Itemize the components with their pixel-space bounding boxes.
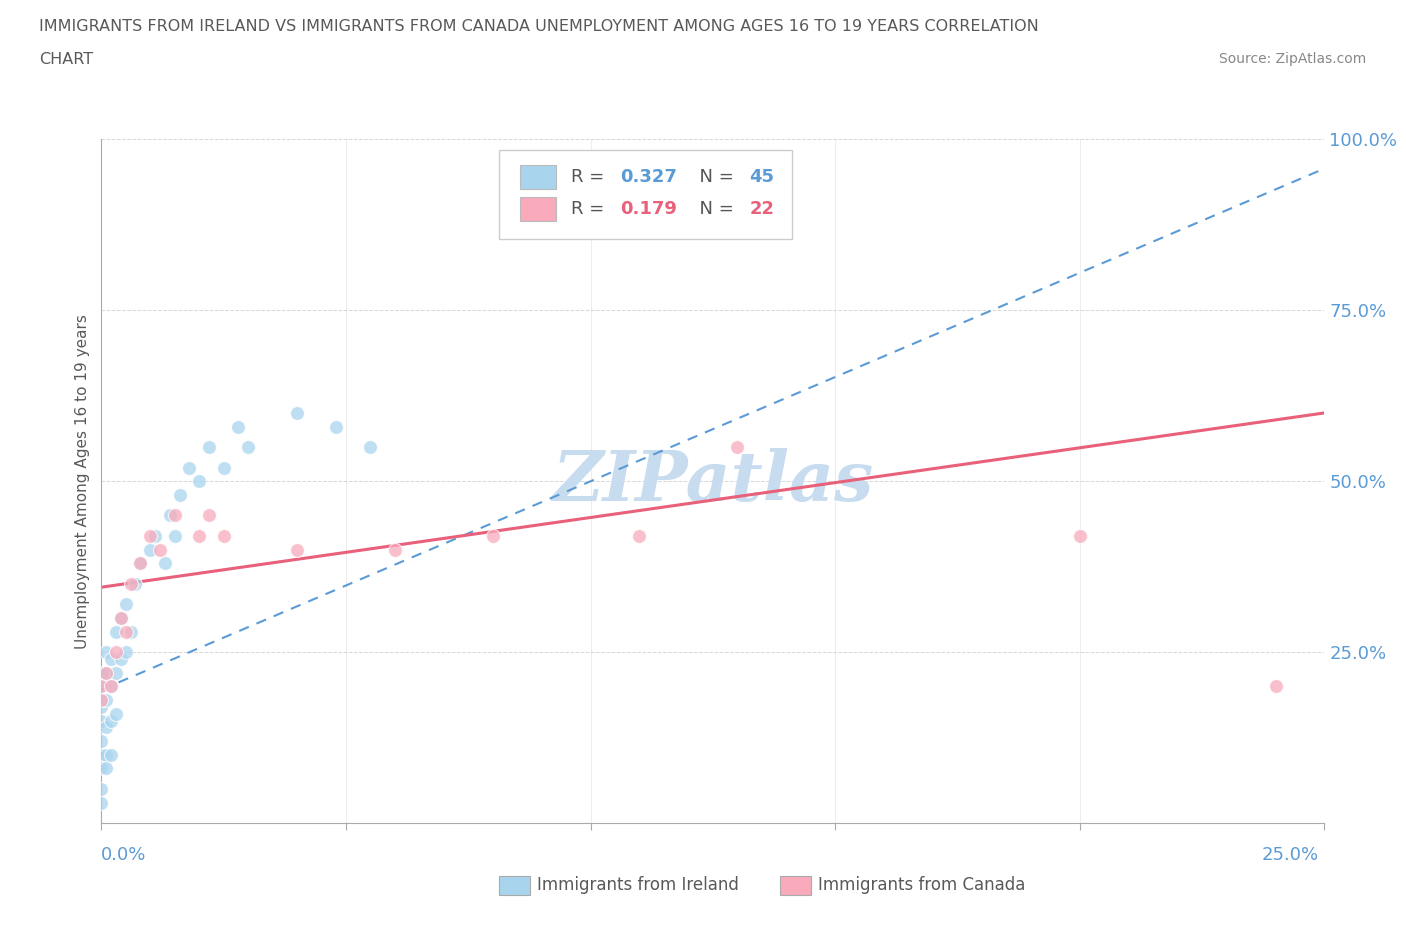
Point xyxy=(110,611,132,626)
Point xyxy=(139,542,162,557)
Point xyxy=(285,542,308,557)
Text: 0.179: 0.179 xyxy=(620,200,676,219)
Text: N =: N = xyxy=(689,168,740,186)
Point xyxy=(153,556,176,571)
Point xyxy=(163,528,186,543)
Point xyxy=(285,405,308,420)
Text: IMMIGRANTS FROM IRELAND VS IMMIGRANTS FROM CANADA UNEMPLOYMENT AMONG AGES 16 TO : IMMIGRANTS FROM IRELAND VS IMMIGRANTS FR… xyxy=(39,19,1039,33)
Point xyxy=(90,795,112,810)
Point xyxy=(94,748,117,763)
Point xyxy=(325,419,347,434)
Point xyxy=(159,508,181,523)
Point xyxy=(100,748,122,763)
Point xyxy=(94,644,117,659)
FancyBboxPatch shape xyxy=(520,166,557,189)
Point xyxy=(226,419,249,434)
Text: CHART: CHART xyxy=(39,52,93,67)
Point xyxy=(90,699,112,714)
Text: 0.0%: 0.0% xyxy=(101,846,146,864)
Point xyxy=(188,474,211,489)
Point xyxy=(110,611,132,626)
Point xyxy=(114,644,136,659)
Point xyxy=(120,624,142,639)
Point xyxy=(90,761,112,776)
Point xyxy=(1264,679,1286,694)
FancyBboxPatch shape xyxy=(499,150,793,239)
Point xyxy=(139,528,162,543)
Text: 25.0%: 25.0% xyxy=(1261,846,1319,864)
Point xyxy=(129,556,152,571)
Text: N =: N = xyxy=(689,200,740,219)
Point xyxy=(169,487,191,502)
Point xyxy=(628,528,651,543)
Point xyxy=(163,508,186,523)
Point xyxy=(198,440,221,455)
Point xyxy=(104,624,127,639)
Point xyxy=(94,720,117,735)
Point xyxy=(212,460,235,475)
Point xyxy=(1069,528,1091,543)
Text: 0.327: 0.327 xyxy=(620,168,676,186)
Text: Immigrants from Ireland: Immigrants from Ireland xyxy=(537,876,740,895)
Text: Source: ZipAtlas.com: Source: ZipAtlas.com xyxy=(1219,52,1367,66)
Point xyxy=(359,440,381,455)
Point xyxy=(90,781,112,796)
Point xyxy=(90,679,112,694)
Point xyxy=(100,679,122,694)
Point xyxy=(110,652,132,667)
Point xyxy=(114,597,136,612)
Point xyxy=(114,624,136,639)
Point xyxy=(384,542,406,557)
Text: R =: R = xyxy=(571,168,610,186)
Point xyxy=(104,706,127,721)
Point xyxy=(90,713,112,728)
Text: Immigrants from Canada: Immigrants from Canada xyxy=(818,876,1025,895)
Point xyxy=(90,693,112,708)
Point xyxy=(236,440,259,455)
Point xyxy=(725,440,748,455)
Point xyxy=(188,528,211,543)
Point xyxy=(90,665,112,680)
Point xyxy=(129,556,152,571)
Point xyxy=(143,528,166,543)
Point xyxy=(100,713,122,728)
Point xyxy=(94,761,117,776)
Text: 45: 45 xyxy=(749,168,775,186)
Point xyxy=(90,734,112,749)
Point xyxy=(100,679,122,694)
Point xyxy=(104,644,127,659)
Point xyxy=(94,693,117,708)
Point xyxy=(90,679,112,694)
Text: R =: R = xyxy=(571,200,610,219)
Point xyxy=(94,665,117,680)
FancyBboxPatch shape xyxy=(520,197,557,221)
Point xyxy=(179,460,201,475)
Point xyxy=(149,542,172,557)
Y-axis label: Unemployment Among Ages 16 to 19 years: Unemployment Among Ages 16 to 19 years xyxy=(75,313,90,649)
Point xyxy=(124,577,146,591)
Point xyxy=(100,652,122,667)
Point xyxy=(198,508,221,523)
Text: ZIPatlas: ZIPatlas xyxy=(553,447,873,515)
Point xyxy=(120,577,142,591)
Point xyxy=(481,528,503,543)
Point xyxy=(90,693,112,708)
Point xyxy=(212,528,235,543)
Point xyxy=(94,665,117,680)
Text: 22: 22 xyxy=(749,200,775,219)
Point xyxy=(104,665,127,680)
Point xyxy=(90,748,112,763)
